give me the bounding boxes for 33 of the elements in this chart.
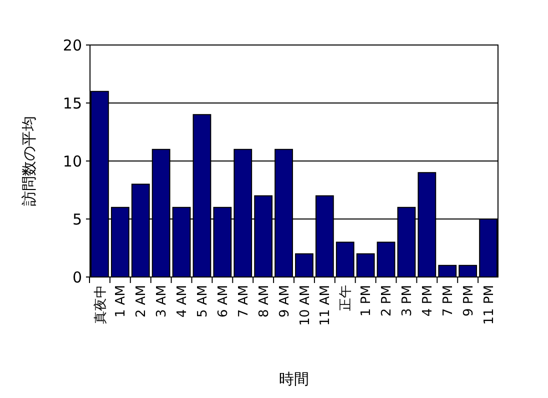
x-tick-label: 2 AM <box>134 285 150 318</box>
y-tick-label: 0 <box>72 268 82 286</box>
x-tick-label: 真夜中 <box>92 285 108 324</box>
x-tick-label: 1 AM <box>114 285 129 318</box>
x-tick-label: 9 AM <box>277 285 292 318</box>
bar <box>336 242 354 278</box>
x-tick-label: 5 AM <box>196 285 211 318</box>
x-tick-label: 9 PM <box>461 285 476 316</box>
x-tick-label: 10 AM <box>298 285 313 326</box>
bar <box>458 264 478 278</box>
x-axis-title: 時間 <box>279 370 309 388</box>
y-tick-label: 5 <box>72 210 82 228</box>
bar <box>356 253 375 278</box>
bar <box>376 242 396 278</box>
y-tick-label: 15 <box>62 94 82 112</box>
x-tick-label: 7 PM <box>440 285 456 316</box>
x-tick-label: 正午 <box>338 285 354 311</box>
x-tick-label: 1 PM <box>359 285 374 316</box>
y-tick-label: 20 <box>62 36 82 54</box>
bar <box>438 264 457 278</box>
x-tick-label: 7 AM <box>236 285 252 318</box>
bar <box>295 253 314 278</box>
x-tick-label: 3 AM <box>154 285 170 318</box>
x-tick-label: 11 AM <box>318 285 334 326</box>
x-tick-label: 8 AM <box>256 285 272 318</box>
x-tick-label: 3 PM <box>400 285 416 316</box>
y-axis-title: 訪問数の平均 <box>20 116 38 206</box>
x-tick-label: 2 PM <box>380 285 395 316</box>
y-tick-label: 10 <box>62 152 82 170</box>
x-tick-label: 4 AM <box>175 285 190 318</box>
x-tick-label: 6 AM <box>216 285 231 318</box>
x-tick-label: 11 PM <box>482 285 497 325</box>
x-tick-label: 4 PM <box>420 285 436 316</box>
